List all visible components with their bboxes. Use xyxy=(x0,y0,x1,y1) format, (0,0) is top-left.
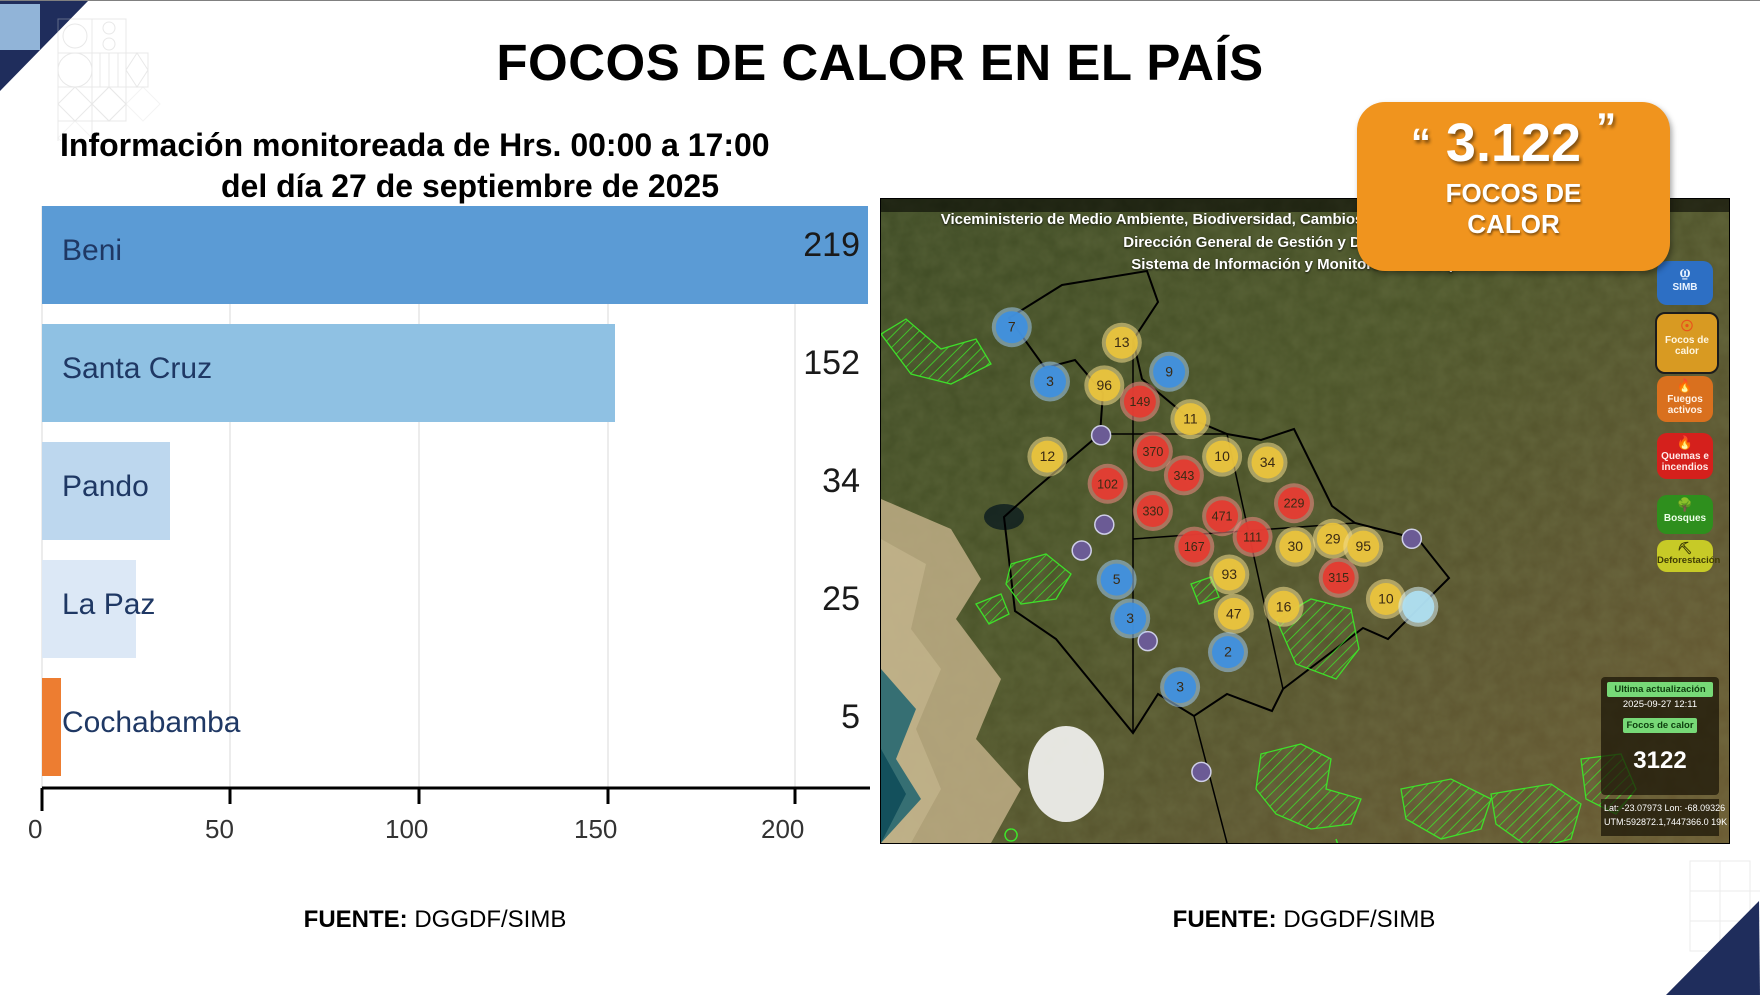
svg-text:3: 3 xyxy=(1046,373,1054,389)
svg-text:10: 10 xyxy=(1378,591,1394,607)
svg-text:315: 315 xyxy=(1328,571,1349,585)
svg-text:111: 111 xyxy=(1243,530,1262,544)
svg-text:3: 3 xyxy=(1176,679,1184,695)
svg-text:102: 102 xyxy=(1097,477,1118,491)
svg-text:93: 93 xyxy=(1222,566,1238,582)
svg-text:2: 2 xyxy=(1224,644,1232,660)
svg-text:3: 3 xyxy=(1126,610,1134,626)
svg-text:11: 11 xyxy=(1183,411,1198,427)
svg-text:30: 30 xyxy=(1288,538,1304,554)
svg-text:95: 95 xyxy=(1356,538,1372,554)
svg-text:10: 10 xyxy=(1214,448,1230,464)
svg-text:471: 471 xyxy=(1212,510,1233,524)
svg-text:167: 167 xyxy=(1184,540,1205,554)
svg-text:7: 7 xyxy=(1008,319,1016,335)
svg-text:12: 12 xyxy=(1040,448,1056,464)
svg-text:330: 330 xyxy=(1142,505,1163,519)
svg-text:149: 149 xyxy=(1129,395,1150,409)
svg-text:34: 34 xyxy=(1260,454,1276,470)
svg-text:47: 47 xyxy=(1226,605,1242,621)
svg-text:9: 9 xyxy=(1165,363,1173,379)
svg-text:16: 16 xyxy=(1276,598,1292,614)
svg-text:229: 229 xyxy=(1284,497,1305,511)
svg-text:13: 13 xyxy=(1114,334,1130,350)
svg-text:29: 29 xyxy=(1325,530,1341,546)
svg-text:370: 370 xyxy=(1142,445,1163,459)
svg-text:5: 5 xyxy=(1113,571,1121,587)
svg-text:96: 96 xyxy=(1097,377,1113,393)
svg-text:343: 343 xyxy=(1173,469,1194,483)
